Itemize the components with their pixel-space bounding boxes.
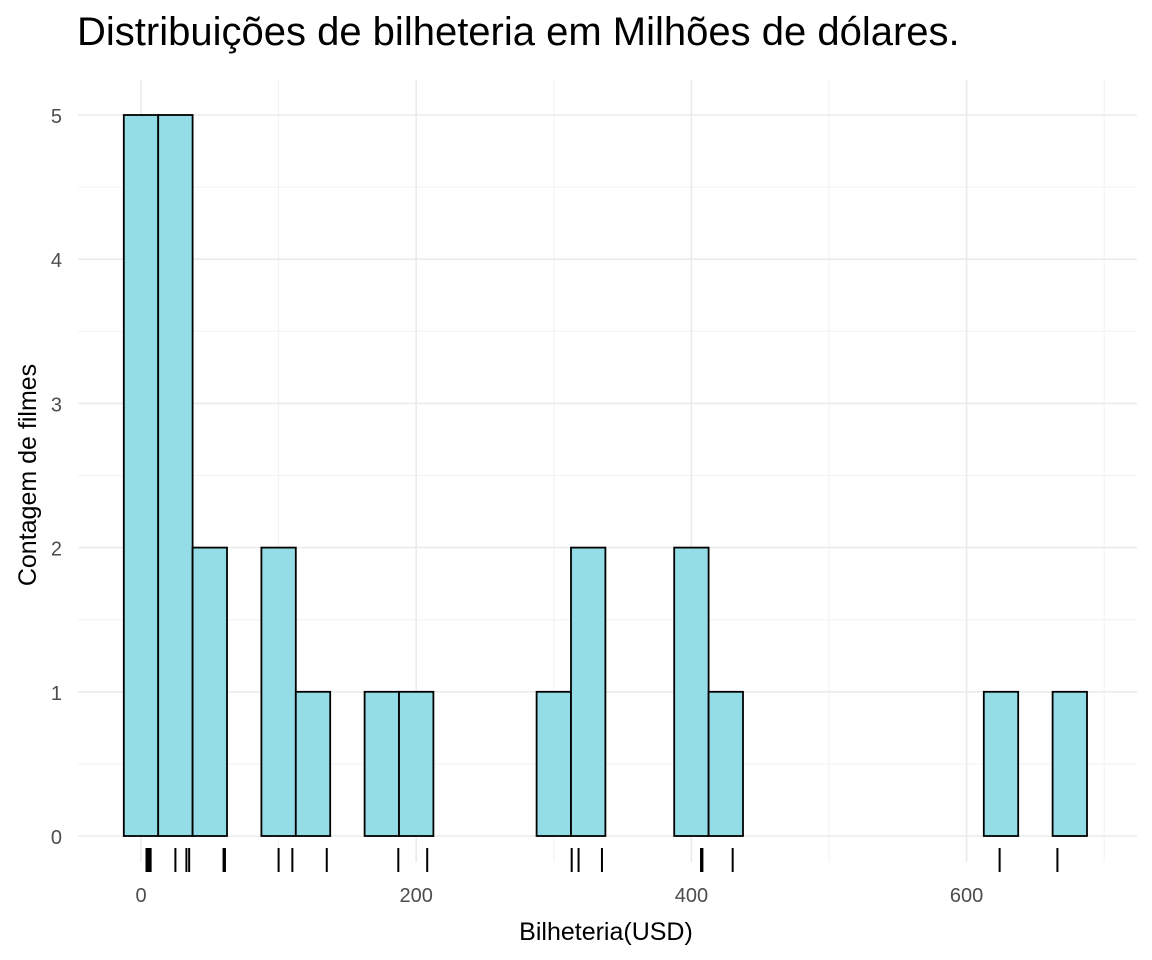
y-tick-label: 1 [51, 683, 62, 705]
histogram-bar [982, 690, 1020, 837]
x-tick-label: 400 [675, 885, 708, 907]
histogram-bar [570, 546, 607, 837]
y-axis-label: Contagem de filmes [14, 364, 42, 586]
histogram-bar [1051, 690, 1088, 837]
histogram-bar [294, 690, 332, 837]
x-axis-ticks: 0 200 400 600 [135, 885, 983, 907]
grid-lines [78, 80, 1137, 862]
histogram-bar [363, 690, 400, 837]
histogram-bar [707, 690, 744, 837]
x-tick-label: 0 [135, 885, 146, 907]
histogram-bar [535, 690, 572, 837]
histogram-bar [398, 690, 435, 837]
y-tick-label: 5 [51, 106, 62, 128]
y-tick-label: 0 [51, 827, 62, 849]
histogram-bar [673, 546, 710, 837]
histogram-bar [157, 114, 194, 837]
y-tick-label: 2 [51, 539, 62, 561]
x-tick-label: 600 [950, 885, 983, 907]
histogram-bar [122, 114, 160, 837]
histogram-bar [260, 546, 297, 837]
y-axis-ticks: 0 1 2 3 4 5 [51, 106, 62, 849]
histogram-bars [122, 114, 1088, 837]
rug-marks [145, 848, 1059, 872]
chart-title: Distribuições de bilheteria em Milhões d… [77, 10, 960, 54]
histogram-bar [191, 546, 228, 837]
y-tick-label: 4 [51, 250, 62, 272]
x-tick-label: 200 [400, 885, 433, 907]
x-axis-label: Bilheteria(USD) [519, 918, 693, 946]
y-tick-label: 3 [51, 394, 62, 416]
